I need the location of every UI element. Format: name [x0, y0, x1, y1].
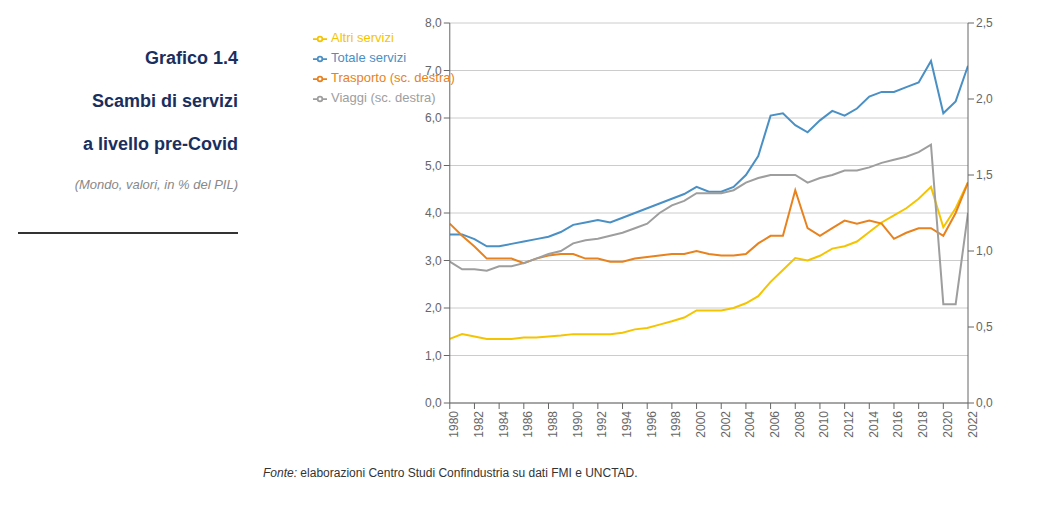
svg-text:2,5: 2,5 — [976, 16, 993, 30]
svg-text:0,5: 0,5 — [976, 320, 993, 334]
svg-text:1986: 1986 — [521, 411, 535, 438]
svg-text:2,0: 2,0 — [976, 92, 993, 106]
svg-text:2006: 2006 — [768, 411, 782, 438]
svg-text:8,0: 8,0 — [425, 16, 442, 30]
svg-text:7,0: 7,0 — [425, 64, 442, 78]
svg-text:1,0: 1,0 — [425, 349, 442, 363]
svg-text:1994: 1994 — [620, 411, 634, 438]
svg-text:0,0: 0,0 — [976, 396, 993, 410]
svg-text:1982: 1982 — [472, 411, 486, 438]
svg-text:2020: 2020 — [941, 411, 955, 438]
svg-text:2016: 2016 — [891, 411, 905, 438]
svg-text:2014: 2014 — [867, 411, 881, 438]
svg-text:1,5: 1,5 — [976, 168, 993, 182]
svg-text:2022: 2022 — [966, 411, 980, 438]
svg-text:0,0: 0,0 — [425, 396, 442, 410]
svg-text:1988: 1988 — [546, 411, 560, 438]
svg-text:1990: 1990 — [571, 411, 585, 438]
svg-text:1998: 1998 — [669, 411, 683, 438]
svg-text:6,0: 6,0 — [425, 111, 442, 125]
svg-text:4,0: 4,0 — [425, 206, 442, 220]
svg-text:2004: 2004 — [743, 411, 757, 438]
svg-text:1,0: 1,0 — [976, 244, 993, 258]
svg-text:2000: 2000 — [694, 411, 708, 438]
svg-text:2008: 2008 — [793, 411, 807, 438]
svg-text:2010: 2010 — [817, 411, 831, 438]
svg-text:1996: 1996 — [645, 411, 659, 438]
svg-text:1980: 1980 — [447, 411, 461, 438]
svg-text:1984: 1984 — [497, 411, 511, 438]
svg-text:1992: 1992 — [595, 411, 609, 438]
svg-text:3,0: 3,0 — [425, 254, 442, 268]
svg-text:2,0: 2,0 — [425, 301, 442, 315]
svg-text:2018: 2018 — [916, 411, 930, 438]
svg-text:5,0: 5,0 — [425, 159, 442, 173]
svg-text:2002: 2002 — [719, 411, 733, 438]
svg-text:2012: 2012 — [842, 411, 856, 438]
